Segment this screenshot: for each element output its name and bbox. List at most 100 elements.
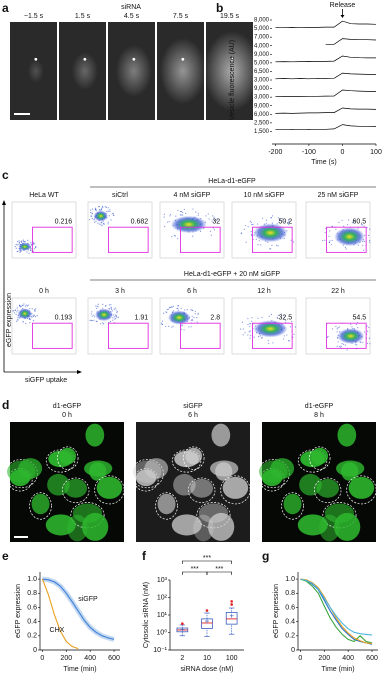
event	[214, 219, 216, 221]
event	[213, 216, 215, 218]
event	[90, 215, 93, 217]
event	[18, 240, 20, 242]
event	[180, 210, 183, 212]
time-label: 6 h	[188, 412, 198, 419]
group-label: HeLa-d1-eGFP + 20 nM siGFP	[184, 271, 280, 278]
y-tick-label: 0.8	[27, 590, 37, 597]
x-tick-label: 200	[318, 655, 330, 662]
event	[212, 215, 214, 217]
event	[369, 241, 371, 243]
box	[225, 612, 238, 625]
flow-plot	[87, 201, 153, 259]
x-tick-label: 600	[366, 655, 378, 662]
x-tick-label: 2	[180, 655, 184, 662]
cell	[82, 512, 109, 541]
event	[33, 314, 35, 316]
event	[18, 242, 20, 244]
event	[271, 215, 274, 217]
event	[100, 323, 102, 325]
event	[343, 343, 345, 345]
y-tick-label: 0.4	[285, 618, 295, 625]
event	[27, 304, 30, 306]
event	[15, 313, 17, 316]
event	[94, 208, 97, 210]
event	[210, 234, 212, 236]
event	[268, 342, 270, 345]
y-tick-label: 2,500	[254, 120, 270, 126]
gate	[108, 226, 149, 253]
event	[216, 218, 218, 220]
y-tick-label: 3,000	[254, 78, 270, 84]
event	[366, 342, 369, 345]
event	[100, 207, 103, 209]
event	[93, 314, 95, 316]
event	[19, 304, 21, 307]
event	[100, 222, 102, 224]
event	[30, 248, 32, 250]
event	[245, 241, 247, 243]
density	[95, 308, 113, 322]
event	[95, 305, 97, 307]
event	[174, 235, 176, 237]
event	[360, 223, 363, 225]
stain-label: d1-eGFP	[53, 403, 82, 410]
x-tick-label: 10	[203, 655, 211, 662]
event	[109, 320, 112, 323]
y-tick-label: 0	[291, 647, 295, 654]
event	[102, 303, 104, 305]
event	[257, 223, 259, 225]
stain-label: d1-eGFP	[305, 403, 334, 410]
gate	[108, 322, 149, 349]
event	[23, 303, 25, 305]
y-tick-label: 10⁻¹	[153, 647, 167, 654]
event	[105, 206, 107, 208]
cell-outline	[259, 468, 285, 492]
event	[115, 315, 117, 318]
event	[161, 323, 164, 326]
event	[353, 220, 356, 222]
event	[329, 240, 331, 242]
event	[243, 228, 245, 230]
event	[114, 316, 116, 318]
y-axis-title: Vesicle fluorescence (AU)	[229, 40, 236, 120]
density	[253, 320, 288, 338]
y-tick-label: 9,000	[254, 52, 270, 58]
event	[91, 208, 94, 210]
data-line	[300, 578, 373, 645]
cell-glow	[203, 31, 260, 111]
event	[340, 345, 342, 347]
event	[113, 314, 115, 316]
event	[368, 239, 371, 242]
event	[22, 304, 24, 307]
gate	[326, 226, 367, 253]
cell	[157, 493, 176, 515]
event	[165, 325, 167, 328]
cell-glow	[71, 52, 98, 90]
event	[93, 219, 95, 221]
event	[250, 221, 252, 224]
density	[168, 310, 191, 325]
cell	[144, 458, 169, 479]
event	[250, 231, 252, 233]
event	[209, 230, 212, 232]
y-tick-label: 10²	[157, 594, 168, 601]
event	[17, 240, 19, 243]
event	[191, 318, 193, 321]
event	[21, 240, 23, 242]
event	[326, 336, 329, 338]
event	[257, 335, 260, 338]
event	[255, 238, 257, 240]
density	[93, 210, 108, 222]
event	[335, 325, 337, 328]
data-line	[275, 72, 376, 80]
column-label: 25 nM siGFP	[318, 192, 359, 199]
event	[270, 216, 272, 219]
event	[110, 308, 113, 310]
event	[355, 323, 358, 326]
event	[251, 234, 253, 237]
event	[105, 304, 107, 307]
significance: ***	[191, 566, 199, 573]
event	[113, 214, 115, 216]
x-tick-label: 600	[108, 655, 120, 662]
event	[35, 308, 37, 310]
